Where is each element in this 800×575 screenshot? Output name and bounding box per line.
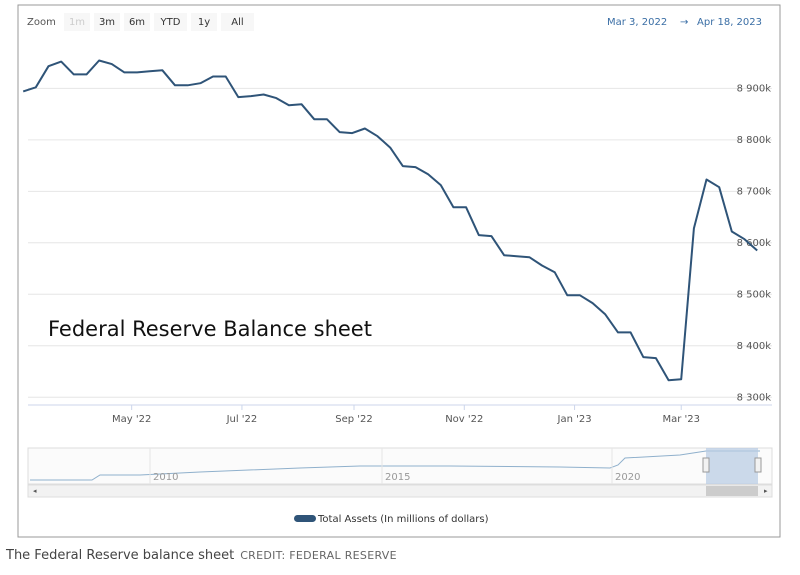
navigator-label: 2020 bbox=[615, 472, 640, 483]
y-tick-label: 8 500k bbox=[737, 289, 772, 300]
navigator-selection[interactable] bbox=[706, 448, 758, 484]
caption-credit: CREDIT: FEDERAL RESERVE bbox=[240, 549, 397, 562]
zoom-button-label[interactable]: 1y bbox=[198, 17, 210, 28]
x-tick-label: Jan '23 bbox=[557, 414, 592, 425]
y-tick-label: 8 300k bbox=[737, 392, 772, 403]
y-tick-label: 8 900k bbox=[737, 83, 772, 94]
range-arrow: → bbox=[680, 17, 688, 28]
data-line bbox=[22, 59, 758, 382]
zoom-button-label[interactable]: 6m bbox=[129, 17, 145, 28]
x-tick-label: Mar '23 bbox=[662, 414, 700, 425]
y-tick-label: 8 600k bbox=[737, 238, 772, 249]
legend-symbol bbox=[294, 515, 316, 522]
zoom-button-label[interactable]: All bbox=[231, 17, 243, 28]
navigator-handle[interactable] bbox=[702, 457, 710, 473]
scroll-right[interactable]: ▸ bbox=[764, 487, 768, 495]
zoom-button-label[interactable]: 1m bbox=[69, 17, 85, 28]
legend-label[interactable]: Total Assets (In millions of dollars) bbox=[317, 514, 489, 525]
zoom-label: Zoom bbox=[27, 17, 56, 28]
y-tick-label: 8 800k bbox=[737, 135, 772, 146]
zoom-button[interactable] bbox=[191, 13, 217, 31]
zoom-button-label[interactable]: 3m bbox=[99, 17, 115, 28]
zoom-button[interactable] bbox=[154, 13, 187, 31]
caption-text: The Federal Reserve balance sheet bbox=[6, 548, 235, 563]
zoom-button[interactable] bbox=[221, 13, 254, 31]
x-tick-label: Sep '22 bbox=[335, 414, 373, 425]
x-tick-label: Nov '22 bbox=[445, 414, 483, 425]
x-tick-label: Jul '22 bbox=[226, 414, 258, 425]
scrollbar-thumb[interactable] bbox=[706, 486, 758, 496]
zoom-button[interactable] bbox=[124, 13, 150, 31]
zoom-button-label[interactable]: YTD bbox=[160, 17, 181, 28]
scrollbar[interactable] bbox=[27, 484, 773, 498]
navigator-label: 2015 bbox=[385, 472, 410, 483]
range-from[interactable]: Mar 3, 2022 bbox=[607, 17, 667, 28]
range-to[interactable]: Apr 18, 2023 bbox=[697, 17, 762, 28]
annotation: Federal Reserve Balance sheet bbox=[48, 317, 372, 341]
scroll-left[interactable]: ◂ bbox=[33, 487, 37, 495]
chart: Zoom Mar 3, 2022 → Apr 18, 2023 Federal … bbox=[17, 4, 781, 538]
zoom-button[interactable] bbox=[64, 13, 90, 31]
navigator-handle[interactable] bbox=[754, 457, 762, 473]
y-tick-label: 8 700k bbox=[737, 186, 772, 197]
y-tick-label: 8 400k bbox=[737, 341, 772, 352]
x-tick-label: May '22 bbox=[112, 414, 151, 425]
navigator-label: 2010 bbox=[153, 472, 178, 483]
navigator-line bbox=[30, 450, 760, 481]
caption: The Federal Reserve balance sheet CREDIT:… bbox=[6, 548, 397, 563]
zoom-button[interactable] bbox=[94, 13, 120, 31]
